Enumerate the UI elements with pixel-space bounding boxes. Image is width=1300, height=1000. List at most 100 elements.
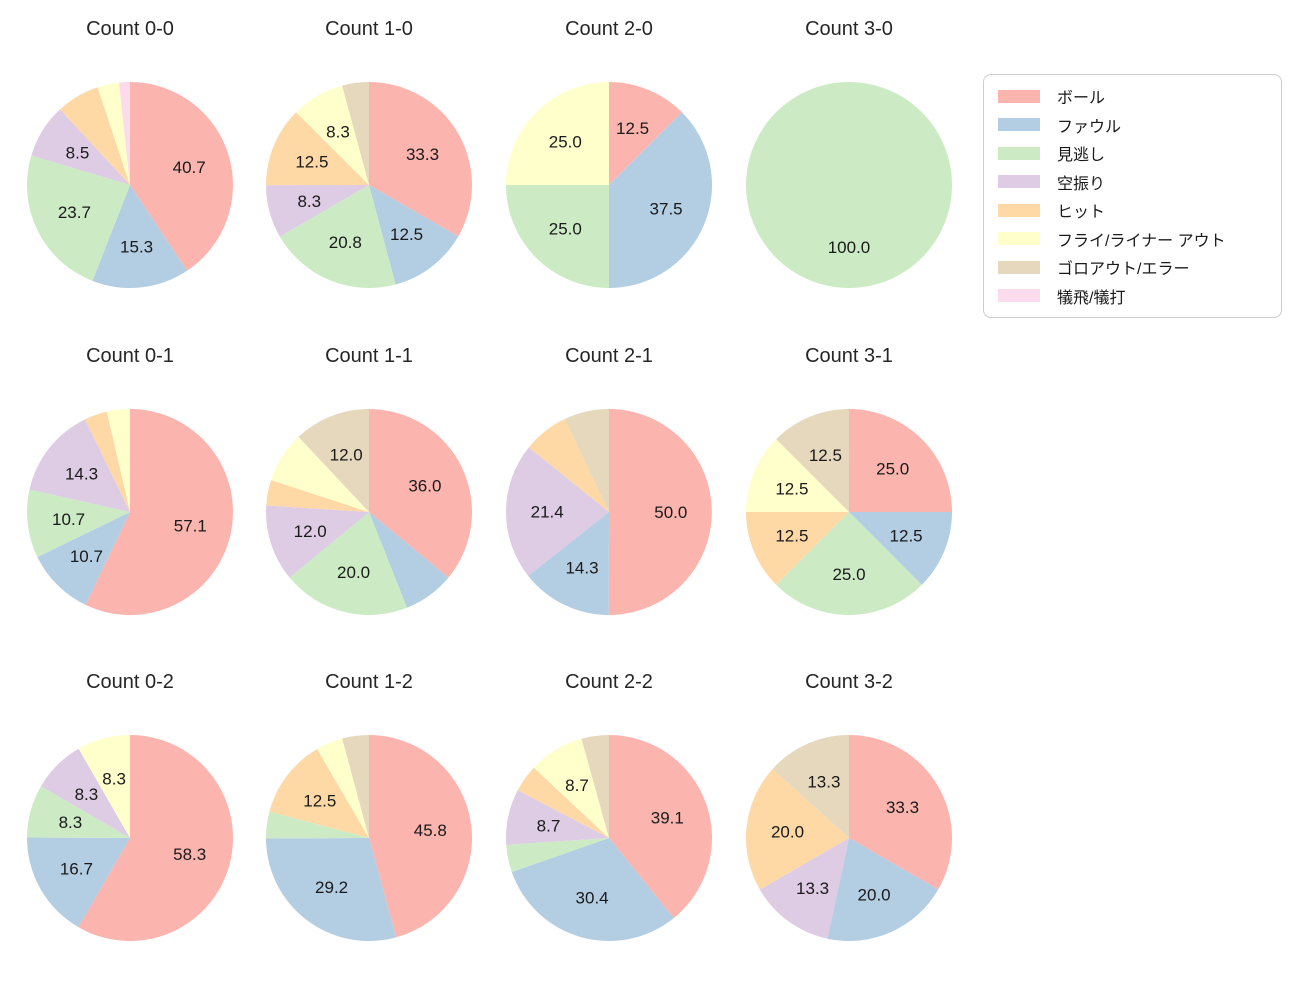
pie-slice (581, 735, 609, 838)
chart-title: Count 3-1 (805, 345, 893, 367)
pie-slice-percent-label: 57.1 (174, 517, 207, 536)
pie-slice (130, 82, 233, 271)
pie: 57.1 10.7 10.7 14.3 (26, 409, 233, 615)
pie: 39.1 30.4 8.7 8.7 (505, 735, 712, 941)
legend-label: フライ/ライナー アウト (1057, 232, 1226, 250)
pie-slice-percent-label: 12.5 (775, 527, 808, 546)
pie-slice-percent-label: 8.3 (326, 122, 350, 141)
pie-slice (296, 85, 369, 185)
pie-slice (265, 811, 369, 839)
pie-slice (266, 480, 369, 512)
pie-slice-percent-label: 58.3 (173, 845, 206, 864)
chart-title: Count 3-0 (805, 18, 893, 40)
pie-slice (289, 512, 407, 616)
pie-slice (84, 411, 130, 512)
pie-slice-percent-label: 8.3 (59, 813, 83, 832)
pie-slice (342, 82, 369, 185)
pie-slice (609, 112, 712, 288)
pie-slice (40, 748, 130, 838)
pie-slice (279, 185, 396, 288)
legend-swatch (998, 232, 1040, 246)
pie-slice-percent-label: 39.1 (651, 808, 684, 827)
pie-slice-percent-label: 12.5 (303, 791, 336, 810)
pie-slice (265, 112, 369, 186)
pie-slice-percent-label: 40.7 (173, 158, 206, 177)
legend: ボール ファウル 見逃し 空振り ヒット フライ/ライナー アウト ゴロアウト/… (983, 74, 1282, 318)
pie: 45.8 29.2 12.5 (265, 735, 473, 942)
legend-item: ボール (998, 82, 1267, 111)
pie-slice-percent-label: 20.0 (771, 822, 804, 841)
pie-slice (776, 409, 849, 512)
pie-slice-percent-label: 45.8 (414, 821, 447, 840)
pie-slice (608, 409, 712, 616)
pie-chart-count-1-2: Count 1-2 45.8 29.2 12.5 (247, 668, 491, 958)
pie-slice-percent-label: 12.5 (616, 119, 649, 138)
pie-slice (517, 767, 609, 838)
chart-title: Count 2-2 (565, 671, 653, 693)
chart-title: Count 0-0 (86, 18, 174, 40)
pie-slice (746, 512, 849, 585)
pie-slice-percent-label: 20.0 (858, 885, 891, 904)
pie-slice (505, 447, 609, 576)
chart-title: Count 2-1 (565, 345, 653, 367)
pie-slice (776, 512, 922, 615)
legend-item: ゴロアウト/エラー (998, 253, 1267, 282)
pie-slice-percent-label: 12.0 (330, 445, 363, 464)
legend-label: 空振り (1057, 175, 1106, 193)
pie-slice-percent-label: 14.3 (565, 559, 598, 578)
pie-slice (27, 155, 131, 281)
chart-title: Count 0-2 (86, 671, 174, 693)
pie-slice (369, 185, 459, 285)
pie-slice (506, 185, 609, 288)
legend-swatch (998, 89, 1040, 103)
pie-slice-percent-label: 50.0 (654, 503, 687, 522)
pie-slice-percent-label: 12.5 (890, 527, 923, 546)
pie-slice (609, 735, 712, 919)
pie-slice-percent-label: 25.0 (876, 459, 909, 478)
legend-item: 見逃し (998, 139, 1267, 168)
pie-chart-count-2-1: Count 2-1 50.0 14.3 21.4 (487, 342, 731, 632)
pie-slice (369, 82, 472, 237)
pie-slice-percent-label: 37.5 (650, 200, 683, 219)
pie-slice (609, 82, 682, 185)
pie: 12.5 37.5 25.0 25.0 (506, 82, 712, 288)
pie: 33.3 12.5 20.8 8.3 12.5 8.3 (265, 82, 472, 288)
pie-slice (78, 735, 233, 941)
legend-label: ゴロアウト/エラー (1057, 261, 1190, 279)
pie-slice (772, 735, 849, 838)
pie-slice (119, 82, 130, 185)
pie-slice (528, 419, 609, 512)
pie-slice-percent-label: 8.3 (75, 785, 99, 804)
pie-slice-percent-label: 23.7 (58, 203, 91, 222)
legend-label: ヒット (1057, 204, 1106, 222)
pie-slice-percent-label: 8.5 (66, 143, 90, 162)
pie-slice (506, 82, 609, 185)
chart-title: Count 1-0 (325, 18, 413, 40)
pie-slice (369, 735, 473, 938)
chart-title: Count 0-1 (86, 345, 174, 367)
pie-slice (60, 87, 130, 185)
legend-label: ボール (1057, 90, 1106, 108)
pie-chart-count-0-0: Count 0-0 40.7 15.3 23.7 8.5 (8, 15, 252, 305)
pie-slice (298, 409, 369, 512)
pie-slice-percent-label: 25.0 (549, 132, 582, 151)
pie-slice (511, 838, 674, 941)
pie-slice-percent-label: 100.0 (828, 238, 871, 257)
pie-slice (528, 512, 609, 615)
pie-chart-count-2-2: Count 2-2 39.1 30.4 8.7 8.7 (487, 668, 731, 958)
pie-slice (564, 409, 609, 512)
pie: 25.012.525.012.512.512.5 (746, 409, 952, 615)
pie-slice (266, 185, 369, 237)
legend-item: 犠飛/犠打 (998, 282, 1267, 311)
pie-slice (269, 748, 369, 838)
pie: 36.0 20.0 12.0 12.0 (265, 409, 472, 616)
pie: 33.3 20.0 13.3 20.0 13.3 (745, 735, 952, 941)
legend-item: 空振り (998, 168, 1267, 197)
pie-chart-count-3-0: Count 3-0 100.0 (727, 15, 971, 305)
pie-slice (369, 512, 449, 608)
pie-slice (31, 109, 131, 185)
chart-title: Count 1-2 (325, 671, 413, 693)
legend-swatch (998, 175, 1040, 189)
pie-slice-percent-label: 8.3 (297, 192, 321, 211)
chart-title: Count 1-1 (325, 345, 413, 367)
